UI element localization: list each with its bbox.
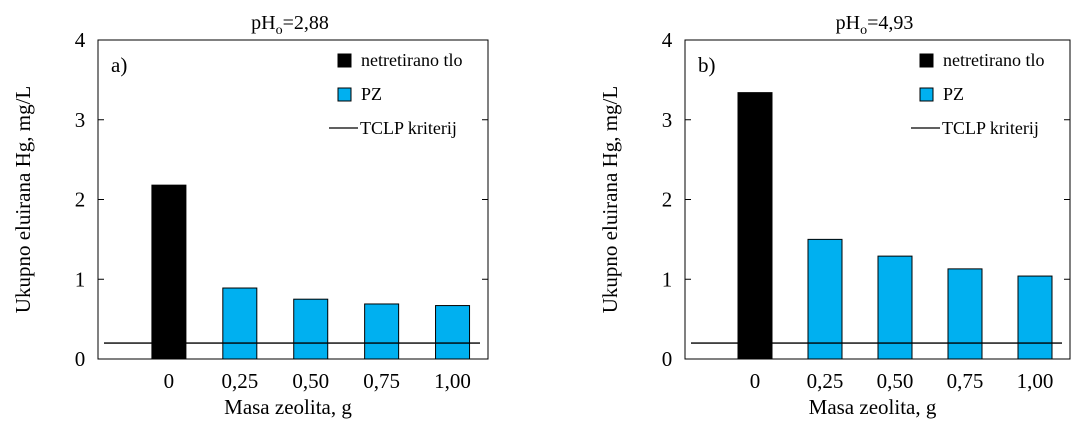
bar-PZ-4 [1017, 275, 1053, 360]
title-value: =2,88 [283, 12, 329, 34]
legend-label-tclp: TCLP kriterij [360, 118, 457, 138]
y-tick-label: 2 [662, 188, 673, 212]
bar-PZ-2 [293, 298, 329, 360]
title-subscript: o [276, 23, 283, 38]
legend-label-0: netretirano tlo [943, 50, 1044, 70]
bar-netretirano-tlo-0 [737, 92, 773, 360]
legend-label-tclp: TCLP kriterij [942, 118, 1039, 138]
panel-label: a) [111, 53, 127, 77]
x-axis-label: Masa zeolita, g [809, 395, 937, 419]
y-tick-label: 4 [75, 28, 86, 52]
legend-label-0: netretirano tlo [361, 50, 462, 70]
x-tick-label: 1,00 [434, 369, 471, 393]
y-tick-label: 1 [662, 267, 673, 291]
bar-PZ-1 [807, 238, 843, 360]
chart-panel-b: 0 1 2 3 4 0 0,25 0,50 0,75 1,00 b) pHo=4,93 Masa zeo… [598, 12, 1071, 419]
y-axis-label: Ukupno eluirana Hg, mg/L [598, 86, 622, 313]
x-tick-label: 0,25 [807, 369, 844, 393]
bar-PZ-4 [435, 305, 471, 360]
x-tick-label: 0,50 [877, 369, 914, 393]
x-axis-label: Masa zeolita, g [224, 395, 352, 419]
panel-label: b) [698, 53, 716, 77]
x-tick-label: 0,25 [221, 369, 258, 393]
x-tick-label: 1,00 [1017, 369, 1054, 393]
y-tick-label: 2 [75, 188, 86, 212]
legend-swatch-0 [919, 53, 934, 68]
y-tick-label: 0 [662, 347, 673, 371]
x-tick-label: 0,50 [292, 369, 329, 393]
legend-swatch-1 [337, 87, 352, 102]
bar-PZ-3 [364, 303, 400, 360]
chart-title: pHo=2,88 [251, 12, 329, 38]
bar-PZ-3 [947, 268, 983, 360]
title-subscript: o [860, 23, 867, 38]
x-tick-label: 0,75 [363, 369, 400, 393]
legend-swatch-0 [337, 53, 352, 68]
y-tick-label: 3 [662, 108, 673, 132]
title-value: =4,93 [867, 12, 913, 34]
y-tick-label: 4 [662, 28, 673, 52]
legend-label-1: PZ [361, 84, 382, 104]
chart-panel-a: 0 1 2 3 4 0 0,25 0,50 0,75 1,00 a) pHo=2,88 Masa zeo… [11, 12, 489, 419]
chart-title: pHo=4,93 [836, 12, 914, 38]
bar-PZ-1 [222, 287, 258, 360]
legend-swatch-1 [919, 87, 934, 102]
bar-netretirano-tlo-0 [151, 184, 187, 360]
x-tick-label: 0 [164, 369, 175, 393]
y-tick-label: 3 [75, 108, 86, 132]
bar-PZ-2 [877, 255, 913, 360]
y-tick-label: 0 [75, 347, 86, 371]
x-tick-label: 0 [750, 369, 761, 393]
legend-label-1: PZ [943, 84, 964, 104]
y-tick-label: 1 [75, 267, 86, 291]
x-tick-label: 0,75 [947, 369, 984, 393]
y-axis-label: Ukupno eluirana Hg, mg/L [11, 86, 35, 313]
title-main: pH [836, 12, 860, 34]
title-main: pH [251, 12, 275, 34]
